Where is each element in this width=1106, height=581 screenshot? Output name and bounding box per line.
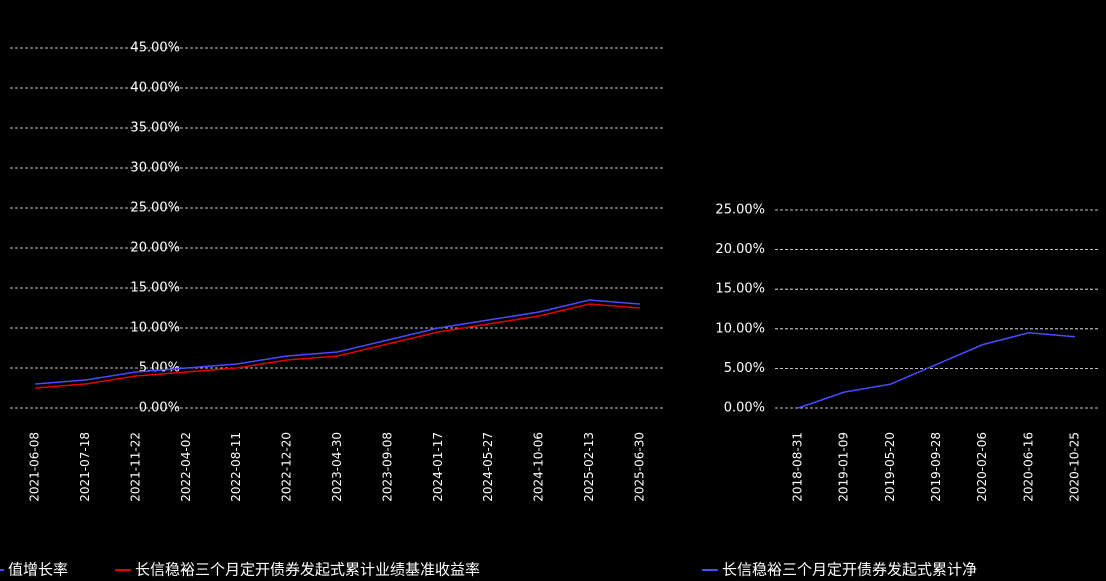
x-tick-label: 2021-11-22 xyxy=(128,432,142,502)
y-tick-label: 20.00% xyxy=(715,242,765,257)
x-tick-label: 2019-05-20 xyxy=(883,432,897,502)
y-tick-label: 15.00% xyxy=(130,281,180,296)
y-tick-label: 40.00% xyxy=(130,81,180,96)
x-tick-label: 2019-09-28 xyxy=(929,432,943,502)
y-tick-label: 20.00% xyxy=(130,241,180,256)
y-tick-label: 10.00% xyxy=(715,321,765,336)
y-tick-label: 25.00% xyxy=(715,203,765,218)
x-tick-label: 2025-06-30 xyxy=(632,432,646,502)
x-tick-label: 2024-10-06 xyxy=(532,432,546,502)
x-tick-label: 2020-06-16 xyxy=(1021,432,1035,502)
x-tick-label: 2020-02-06 xyxy=(975,432,989,502)
y-tick-label: 5.00% xyxy=(724,361,765,376)
y-tick-label: 35.00% xyxy=(130,121,180,136)
y-tick-label: 45.00% xyxy=(130,41,180,56)
legend-label: 长信稳裕三个月定开债券发起式累计业绩基准收益率 xyxy=(135,561,480,579)
data-line xyxy=(35,303,640,389)
x-tick-label: 2018-08-31 xyxy=(791,432,805,502)
x-tick-label: 2023-04-30 xyxy=(330,432,344,502)
x-tick-label: 2020-10-25 xyxy=(1067,432,1081,502)
legend-label: 值增长率 xyxy=(8,561,68,579)
y-tick-label: 25.00% xyxy=(130,201,180,216)
x-tick-label: 2019-01-09 xyxy=(837,432,851,502)
x-tick-label: 2024-05-27 xyxy=(481,432,495,502)
y-tick-label: 0.00% xyxy=(724,401,765,416)
y-tick-label: 5.00% xyxy=(139,361,180,376)
y-tick-label: 10.00% xyxy=(130,321,180,336)
y-tick-label: 15.00% xyxy=(715,282,765,297)
legend-label: 长信稳裕三个月定开债券发起式累计净 xyxy=(722,561,977,579)
x-tick-label: 2021-06-08 xyxy=(28,432,42,502)
y-tick-label: 30.00% xyxy=(130,161,180,176)
y-tick-label: 0.00% xyxy=(139,401,180,416)
x-tick-label: 2022-08-11 xyxy=(229,432,243,502)
x-tick-label: 2022-12-20 xyxy=(280,432,294,502)
x-tick-label: 2024-01-17 xyxy=(431,432,445,502)
data-line xyxy=(35,299,640,385)
x-tick-label: 2025-02-13 xyxy=(582,432,596,502)
x-tick-label: 2023-09-08 xyxy=(380,432,394,502)
data-line xyxy=(797,332,1075,409)
x-tick-label: 2022-04-02 xyxy=(179,432,193,502)
x-tick-label: 2021-07-18 xyxy=(78,432,92,502)
